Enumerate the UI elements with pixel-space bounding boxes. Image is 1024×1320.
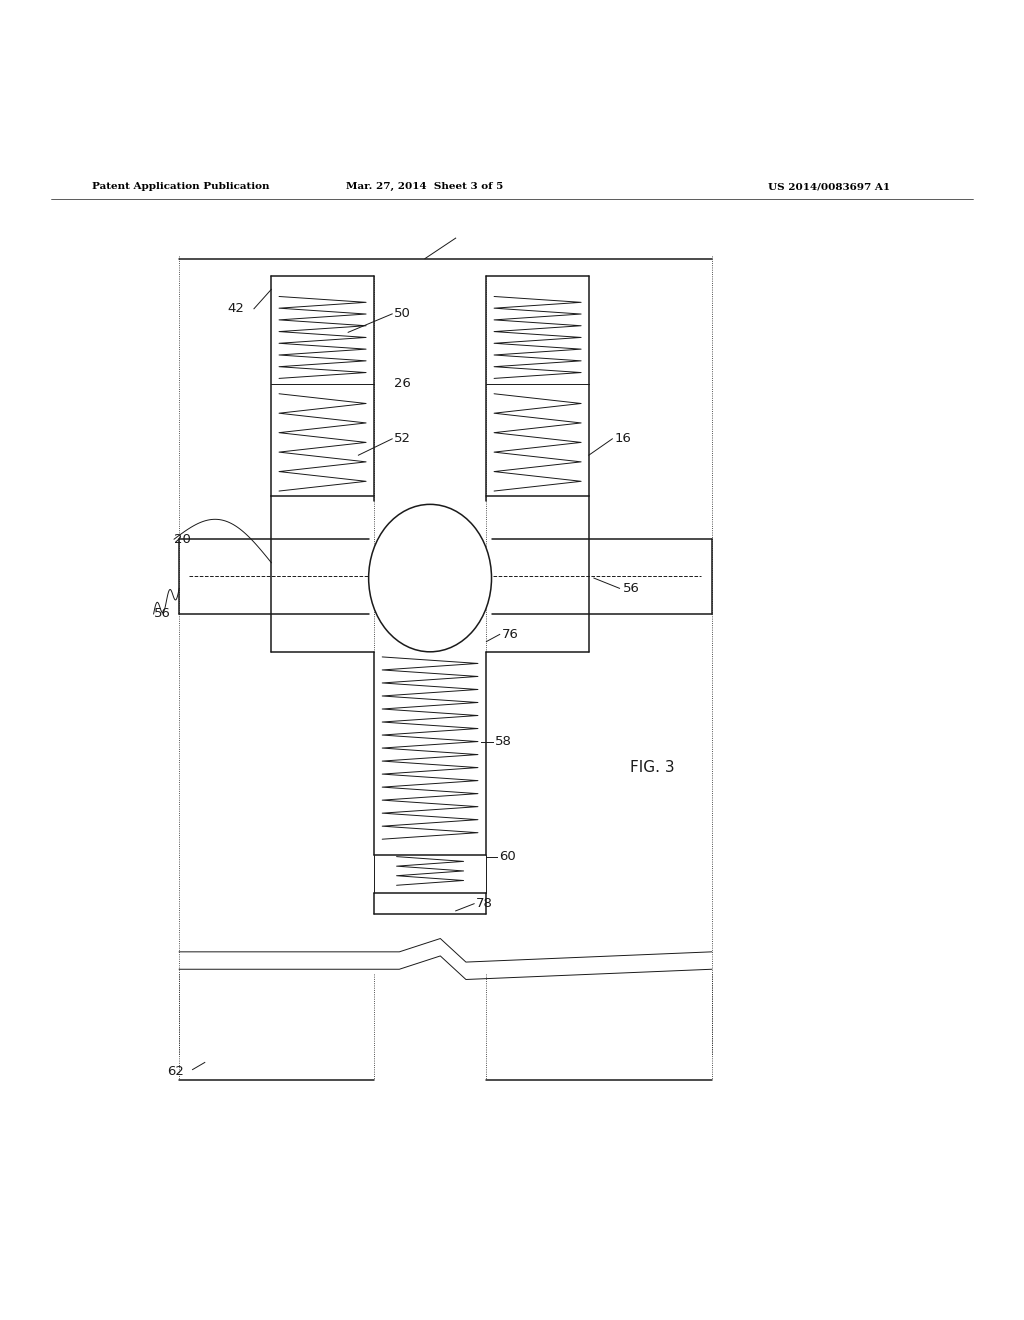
Text: 58: 58 xyxy=(495,735,511,748)
Text: 16: 16 xyxy=(614,433,631,445)
Text: FIG. 3: FIG. 3 xyxy=(630,760,675,775)
Text: 62: 62 xyxy=(167,1065,183,1078)
Text: 26: 26 xyxy=(394,378,411,389)
Text: 54: 54 xyxy=(407,572,423,585)
Text: 60: 60 xyxy=(499,850,515,863)
Ellipse shape xyxy=(369,504,492,652)
Text: 42: 42 xyxy=(227,302,244,315)
Text: Mar. 27, 2014  Sheet 3 of 5: Mar. 27, 2014 Sheet 3 of 5 xyxy=(346,182,504,191)
Text: 76: 76 xyxy=(502,628,518,642)
Text: 78: 78 xyxy=(476,898,493,911)
Text: US 2014/0083697 A1: US 2014/0083697 A1 xyxy=(768,182,890,191)
Text: Patent Application Publication: Patent Application Publication xyxy=(92,182,269,191)
Text: 50: 50 xyxy=(394,308,411,321)
Text: 20: 20 xyxy=(174,533,190,545)
Text: 56: 56 xyxy=(154,607,170,620)
Text: 56: 56 xyxy=(623,582,639,595)
Text: 52: 52 xyxy=(394,433,412,445)
